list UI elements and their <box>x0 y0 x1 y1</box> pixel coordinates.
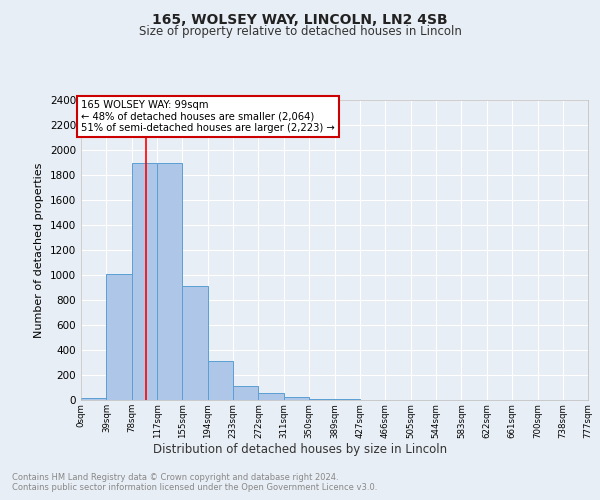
Text: Distribution of detached houses by size in Lincoln: Distribution of detached houses by size … <box>153 442 447 456</box>
Text: 165 WOLSEY WAY: 99sqm
← 48% of detached houses are smaller (2,064)
51% of semi-d: 165 WOLSEY WAY: 99sqm ← 48% of detached … <box>81 100 335 133</box>
Bar <box>233 386 259 400</box>
Text: Size of property relative to detached houses in Lincoln: Size of property relative to detached ho… <box>139 25 461 38</box>
Y-axis label: Number of detached properties: Number of detached properties <box>34 162 44 338</box>
Bar <box>284 397 310 400</box>
Text: Contains HM Land Registry data © Crown copyright and database right 2024.
Contai: Contains HM Land Registry data © Crown c… <box>12 472 377 492</box>
Bar <box>259 392 284 400</box>
Text: 165, WOLSEY WAY, LINCOLN, LN2 4SB: 165, WOLSEY WAY, LINCOLN, LN2 4SB <box>152 12 448 26</box>
Bar <box>208 361 233 400</box>
Bar <box>132 162 157 400</box>
Bar <box>182 286 208 400</box>
Bar <box>81 398 106 400</box>
Bar <box>157 162 182 400</box>
Bar <box>310 399 335 400</box>
Bar <box>106 274 132 400</box>
